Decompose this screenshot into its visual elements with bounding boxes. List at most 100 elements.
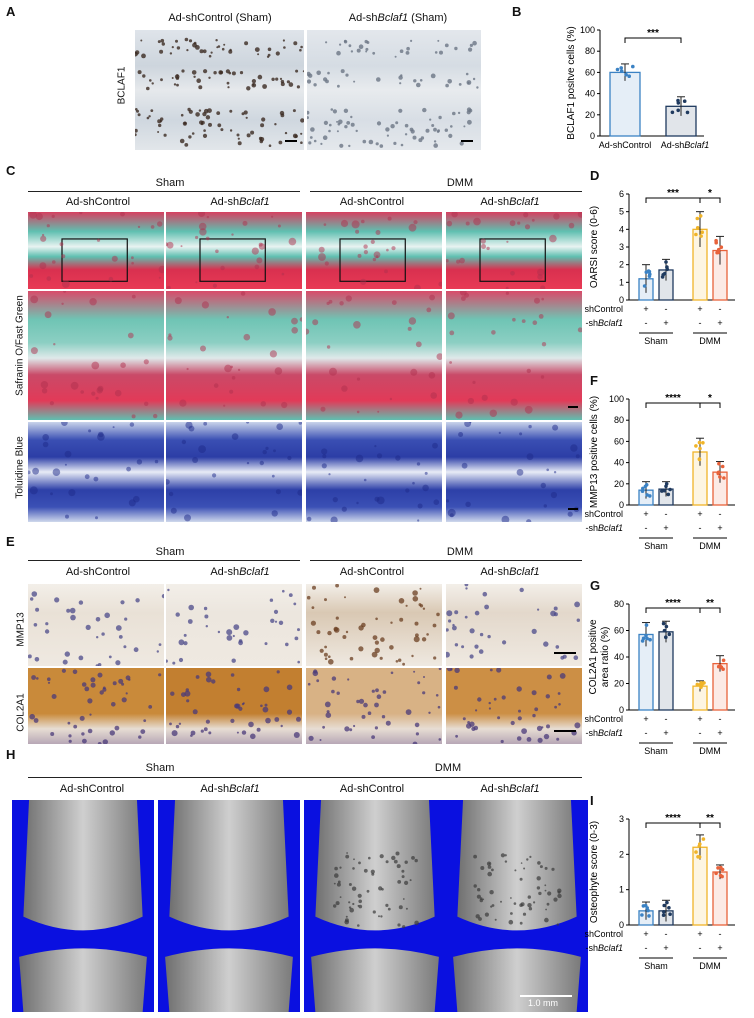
data-point (664, 624, 669, 629)
y-tick-label: 40 (614, 458, 624, 468)
y-tick-label: 80 (614, 599, 624, 609)
data-point (696, 855, 700, 859)
panel-h-control-label: Ad-shControl (59, 783, 125, 795)
data-point (698, 842, 702, 846)
data-point (676, 98, 680, 103)
panel-c-dmm-label: DMM (446, 177, 474, 189)
y-tick-label: 2 (619, 260, 624, 270)
significance-label: ** (706, 598, 714, 609)
data-point (645, 636, 649, 641)
y-tick-label: 60 (614, 436, 624, 446)
data-point (676, 108, 680, 113)
data-point (664, 635, 668, 639)
matrix-symbol: - (665, 714, 668, 724)
y-tick-label: 80 (585, 46, 595, 56)
panel-c-sh-label: Ad-shBclaf1 (210, 196, 270, 208)
data-point (697, 440, 702, 445)
panel-c-sham-label: Sham (155, 177, 185, 189)
significance-label: * (708, 393, 712, 404)
matrix-symbol: + (697, 929, 702, 939)
bclaf1-ihc-image-control (135, 30, 304, 150)
data-point (664, 484, 668, 489)
y-tick-label: 1 (619, 885, 624, 895)
chart-i: Osteophyte score (0-3)0123******Ad-shCon… (585, 813, 735, 971)
matrix-symbol: + (697, 714, 702, 724)
data-point (642, 284, 647, 288)
data-point (716, 866, 720, 870)
data-point (719, 245, 724, 249)
y-tick-label: 60 (585, 67, 595, 77)
row-label-sh: Ad-shBclaf1 (585, 943, 623, 953)
histology-image (446, 212, 582, 289)
bar (658, 631, 674, 711)
data-point (694, 232, 698, 237)
y-tick-label: 80 (614, 415, 624, 425)
matrix-symbol: - (645, 523, 648, 533)
col2a1-ihc-image (306, 668, 442, 744)
panel-h-scale-label: 1.0 mm (528, 998, 559, 1008)
data-point (716, 247, 721, 252)
significance-label: * (708, 188, 712, 199)
significance-label: **** (665, 598, 681, 609)
data-point (698, 214, 703, 218)
data-point (682, 99, 687, 103)
panel-h-dmm-label: DMM (434, 762, 462, 774)
bclaf1-ihc-image-shbclaf1 (307, 30, 481, 150)
chart-g: COL2A1 positivearea ratio (%) 0 20 40 60 80 **… (585, 598, 735, 756)
matrix-symbol: - (665, 929, 668, 939)
nuclei-texture (135, 37, 304, 147)
data-point (641, 486, 645, 491)
histology-image (28, 291, 164, 420)
nuclei-texture (307, 39, 479, 148)
data-point (717, 461, 721, 466)
data-point (702, 681, 706, 685)
y-tick-label: 4 (619, 224, 624, 234)
y-tick-label: 1 (619, 277, 624, 287)
matrix-symbol: + (717, 318, 722, 328)
matrix-symbol: - (719, 714, 722, 724)
panel-letter-h: H (6, 747, 16, 762)
significance-label: ** (706, 813, 714, 824)
y-tick-label: 6 (619, 189, 624, 199)
panel-c-control-label-dmm: Ad-shControl (339, 196, 405, 208)
y-tick-label: 20 (614, 679, 624, 689)
mmp13-ihc-image (28, 584, 164, 666)
data-point (714, 238, 718, 243)
matrix-symbol: - (645, 318, 648, 328)
panel-h-sham-label: Sham (145, 762, 175, 774)
group-label: DMM (699, 336, 721, 346)
chart-d: OARSI score (0-6)0123456****Ad-shControl… (585, 188, 735, 346)
significance-label: **** (665, 813, 681, 824)
data-point (698, 446, 702, 451)
data-point (716, 470, 721, 475)
panel-h-sh-label: Ad-shBclaf1 (200, 783, 260, 795)
data-point (670, 110, 675, 115)
y-tick-label: 0 (619, 295, 624, 305)
data-point (640, 489, 645, 493)
significance-bracket (624, 37, 682, 43)
group-label: Sham (644, 746, 668, 756)
histology-image (28, 422, 164, 522)
panel-e-row1-label: MMP13 (15, 612, 27, 647)
data-point (640, 913, 644, 917)
matrix-symbol: - (719, 929, 722, 939)
matrix-symbol: - (665, 509, 668, 519)
data-point (694, 850, 698, 854)
y-tick-label: 3 (619, 814, 624, 824)
data-point (627, 74, 631, 78)
matrix-symbol: + (643, 929, 648, 939)
panel-c-row1-label: Safranin O/Fast Green (14, 295, 26, 396)
data-point (722, 476, 726, 480)
y-tick-label: 40 (614, 652, 624, 662)
data-point (660, 489, 664, 493)
matrix-symbol: - (719, 304, 722, 314)
matrix-symbol: - (665, 304, 668, 314)
histology-image (28, 212, 164, 289)
group-label: Sham (644, 961, 668, 971)
data-point (644, 633, 648, 638)
y-tick-label: 0 (619, 920, 624, 930)
panel-letter-g: G (590, 578, 601, 593)
data-point (648, 494, 652, 498)
row-label-sh: Ad-shBclaf1 (585, 728, 623, 738)
